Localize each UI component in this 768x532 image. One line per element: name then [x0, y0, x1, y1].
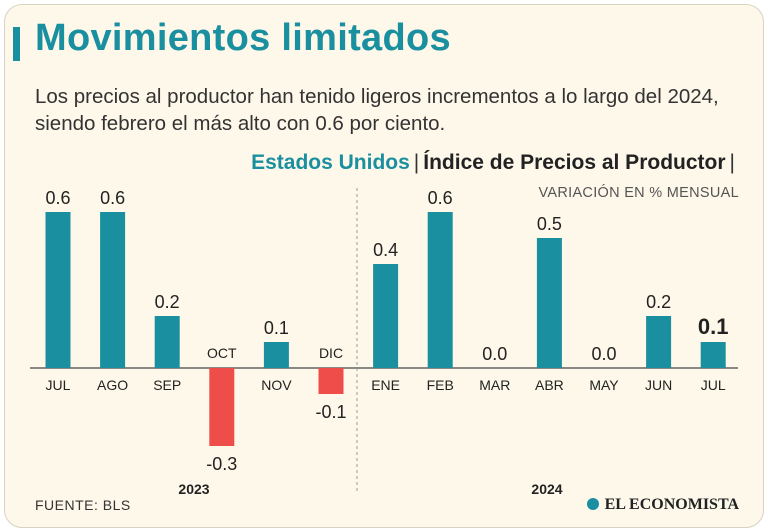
value-label: 0.2	[155, 292, 180, 312]
chart-heading: Estados Unidos | Índice de Precios al Prod…	[251, 151, 739, 175]
bar-ene-6	[373, 264, 399, 368]
value-label: 0.4	[373, 240, 398, 260]
value-label: 0.0	[591, 344, 616, 364]
publisher-logo: EL ECONOMISTA	[586, 496, 739, 514]
value-label: 0.6	[428, 188, 453, 208]
bar-ago-1	[100, 212, 126, 368]
category-label: FEB	[427, 377, 454, 393]
country-label: Estados Unidos	[251, 151, 410, 174]
logo-text: EL ECONOMISTA	[604, 496, 739, 513]
index-name-label: Índice de Precios al Productor	[423, 151, 726, 174]
category-label: OCT	[207, 345, 237, 361]
units-label: VARIACIÓN EN % MENSUAL	[538, 185, 739, 201]
source-label: FUENTE: BLS	[35, 497, 131, 513]
category-label: JUN	[645, 377, 672, 393]
bar-jul-0	[45, 212, 71, 368]
bar-jul-12	[700, 342, 726, 368]
category-label: NOV	[261, 377, 292, 393]
category-label: DIC	[319, 345, 343, 361]
bar-abr-9	[536, 238, 562, 368]
bar-sep-2	[154, 316, 180, 368]
value-label: 0.2	[646, 292, 671, 312]
bar-feb-7	[427, 212, 453, 368]
category-label: ENE	[371, 377, 400, 393]
category-label: MAR	[479, 377, 510, 393]
category-label: SEP	[153, 377, 181, 393]
logo-icon	[586, 498, 599, 510]
heading-separator: |	[413, 151, 420, 174]
value-label: -0.3	[206, 454, 237, 474]
bar-nov-4	[263, 342, 289, 368]
category-label: MAY	[589, 377, 619, 393]
page-title: Movimientos limitados	[35, 17, 451, 59]
value-label: 0.0	[482, 344, 507, 364]
value-label: 0.6	[100, 188, 125, 208]
value-label: -0.1	[315, 402, 346, 422]
value-label: 0.1	[264, 318, 289, 338]
value-label: 0.6	[45, 188, 70, 208]
year-label-2023: 2023	[178, 481, 209, 497]
bar-jun-11	[646, 316, 672, 368]
bar-oct-3	[209, 368, 235, 446]
category-label: JUL	[701, 377, 726, 393]
category-label: AGO	[97, 377, 128, 393]
heading-separator-end: |	[729, 151, 735, 174]
category-label: ABR	[535, 377, 564, 393]
subtitle: Los precios al productor han tenido lige…	[35, 85, 719, 135]
infographic-card: Movimientos limitados Los precios al pro…	[4, 4, 764, 528]
value-label: 0.5	[537, 214, 562, 234]
title-accent-bar	[13, 27, 20, 61]
year-label-2024: 2024	[531, 481, 562, 497]
value-label: 0.1	[698, 314, 729, 339]
bar-dic-5	[318, 368, 344, 394]
category-label: JUL	[46, 377, 71, 393]
